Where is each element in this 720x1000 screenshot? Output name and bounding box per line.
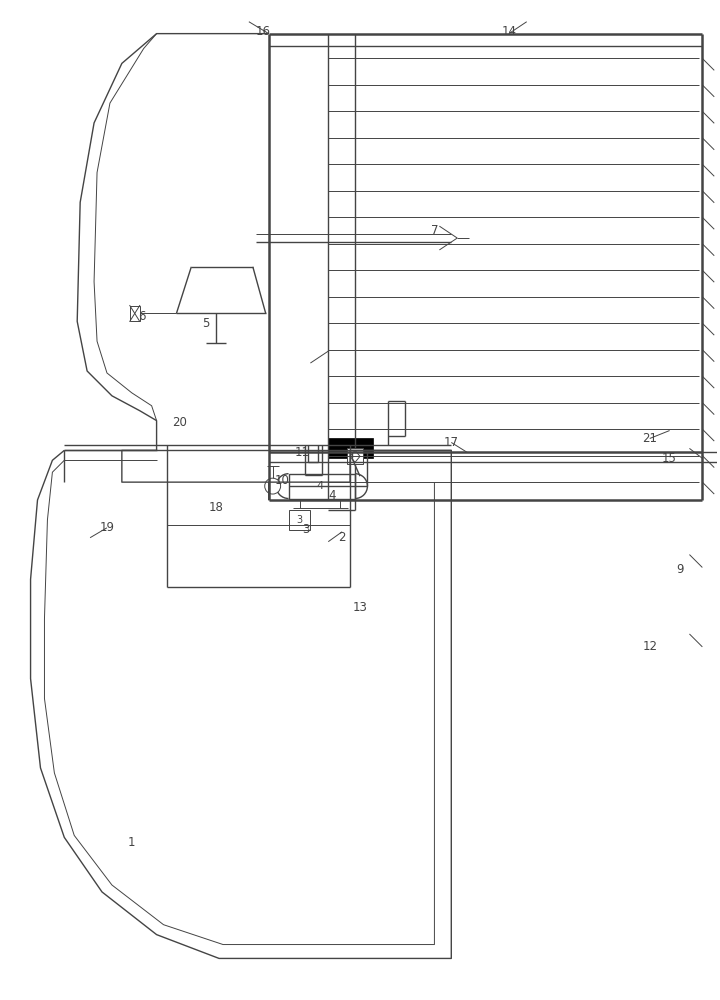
Text: 7: 7 (431, 224, 438, 237)
Text: 17: 17 (444, 436, 459, 449)
Text: 18: 18 (209, 501, 223, 514)
Text: 3: 3 (297, 515, 302, 525)
Bar (289, 474, 355, 499)
Text: 21: 21 (642, 432, 657, 445)
Text: 4: 4 (328, 489, 336, 502)
Bar (289, 510, 310, 530)
Text: 2: 2 (338, 531, 346, 544)
Text: 15: 15 (662, 452, 677, 465)
Text: 19: 19 (99, 521, 114, 534)
Text: 10: 10 (275, 474, 290, 487)
Text: 13: 13 (353, 601, 367, 614)
Text: 16: 16 (256, 25, 270, 38)
Bar (328, 438, 373, 458)
Text: 5: 5 (202, 317, 210, 330)
Text: 12: 12 (642, 640, 657, 653)
Circle shape (265, 478, 281, 494)
Bar (347, 448, 363, 464)
Text: 6: 6 (138, 310, 145, 323)
Text: 14: 14 (501, 25, 516, 38)
Bar (130, 306, 140, 321)
Text: 1: 1 (128, 836, 135, 849)
Text: 11: 11 (295, 446, 310, 459)
Text: 9: 9 (676, 563, 683, 576)
Text: 4: 4 (317, 481, 324, 491)
Text: 20: 20 (172, 416, 187, 429)
Text: 3: 3 (302, 523, 309, 536)
